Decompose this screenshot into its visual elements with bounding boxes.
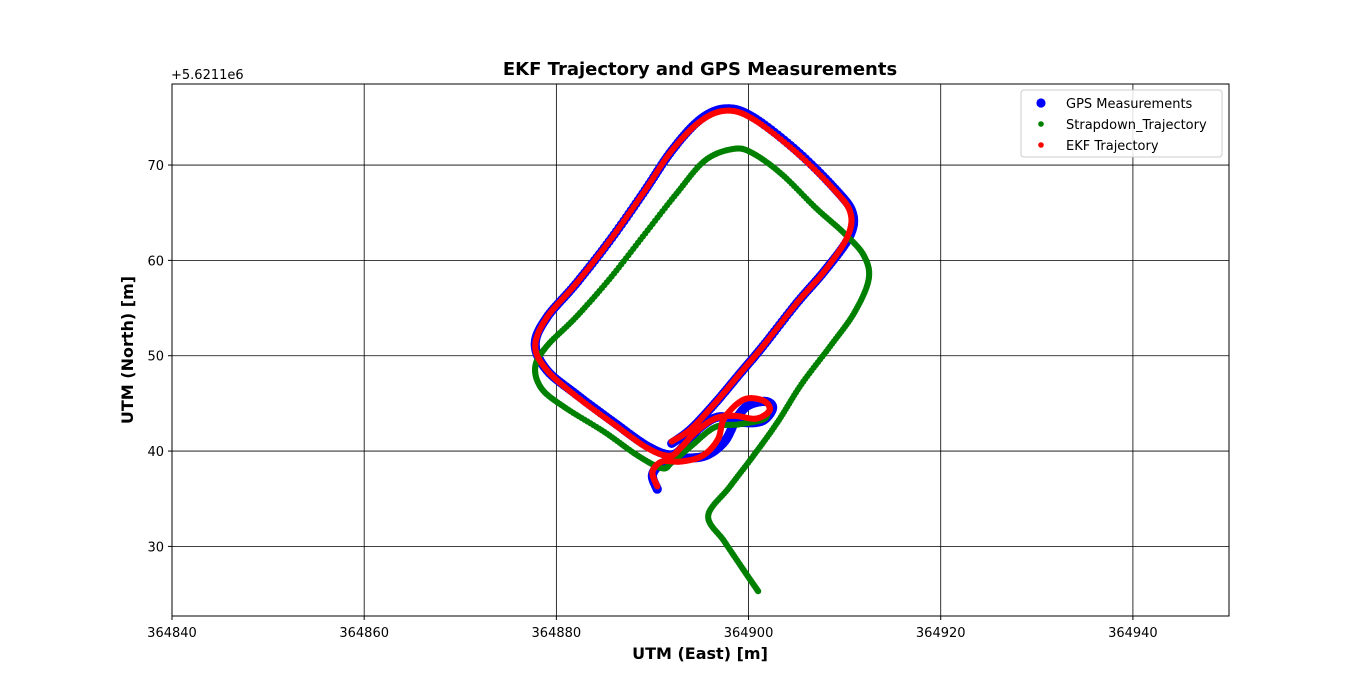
legend-marker bbox=[1038, 142, 1044, 148]
y-axis-label: UTM (North) [m] bbox=[118, 276, 137, 424]
y-tick-label: 70 bbox=[147, 159, 164, 174]
legend-label: Strapdown_Trajectory bbox=[1066, 118, 1207, 133]
legend: GPS Measurements Strapdown_Trajectory EKF … bbox=[1020, 89, 1223, 158]
y-tick-label: 30 bbox=[147, 540, 164, 555]
y-tick-label: 50 bbox=[147, 350, 164, 365]
y-offset-label: +5.6211e6 bbox=[171, 68, 244, 83]
x-tick-label: 364920 bbox=[916, 626, 966, 641]
x-tick-label: 364840 bbox=[147, 626, 197, 641]
plot-series bbox=[530, 104, 873, 595]
plot-frame bbox=[171, 83, 1230, 617]
legend-box bbox=[1020, 89, 1223, 158]
x-tick-label: 364900 bbox=[724, 626, 774, 641]
legend-label: GPS Measurements bbox=[1066, 97, 1193, 112]
y-tick-label: 40 bbox=[147, 445, 164, 460]
x-axis-label: UTM (East) [m] bbox=[632, 644, 768, 663]
y-tick-label: 60 bbox=[147, 254, 164, 269]
x-tick-label: 364860 bbox=[339, 626, 389, 641]
series-ekf-trajectory bbox=[532, 107, 855, 490]
legend-marker bbox=[1036, 98, 1046, 108]
legend-marker bbox=[1038, 121, 1044, 127]
legend-label: EKF Trajectory bbox=[1066, 139, 1159, 154]
series-strapdown-trajectory bbox=[531, 145, 873, 595]
x-tick-label: 364940 bbox=[1108, 626, 1158, 641]
axis-ticks: 364840 364860 364880 364900 364920 364940 30 40… bbox=[147, 159, 1158, 641]
data-point bbox=[668, 438, 675, 445]
grid-lines bbox=[171, 84, 1229, 616]
x-tick-label: 364880 bbox=[532, 626, 582, 641]
chart-title: EKF Trajectory and GPS Measurements bbox=[503, 59, 897, 80]
